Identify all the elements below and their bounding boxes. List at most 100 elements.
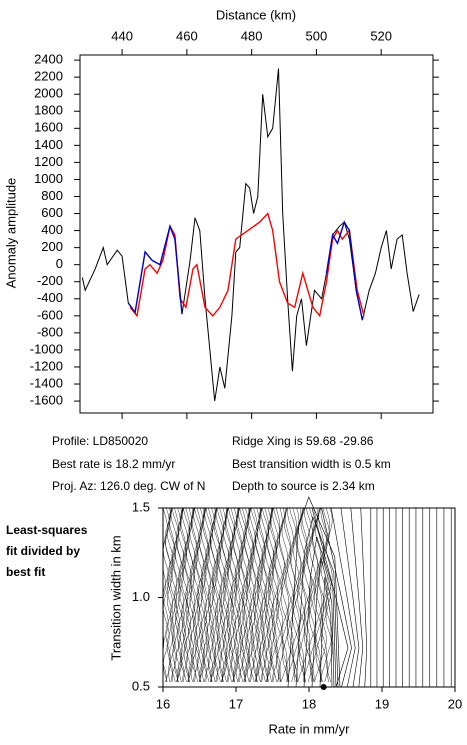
series-line [129,212,365,318]
x-tick-label: 520 [370,28,392,43]
y-tick-label: 2200 [34,69,63,84]
contour [247,507,258,683]
contour [320,507,327,683]
contour [205,507,217,683]
contour [251,507,262,683]
contour [286,507,297,683]
contour [308,507,320,683]
contour [275,507,287,683]
contour [268,507,275,683]
contour [176,507,186,683]
contour [239,507,251,682]
contour [187,507,198,683]
y-tick-label: 1400 [34,137,63,152]
y-tick-label: 1800 [34,103,63,118]
contour [185,507,192,683]
contour [314,507,325,683]
contour [292,507,300,683]
y-tick-label: 1.5 [132,499,150,514]
annotation: Best rate is 18.2 mm/yr [52,457,175,471]
contour [200,507,207,683]
contour [322,507,333,683]
y-tick-label: -1200 [30,358,63,373]
y-tick-label: 2000 [34,86,63,101]
contour [295,507,307,683]
contour [191,507,202,683]
contour [262,507,274,683]
contour [183,507,194,683]
contour [295,515,339,688]
contour [321,507,352,688]
contour [236,507,247,683]
x-axis-title: Rate in mm/yr [269,721,351,736]
y-tick-label: -800 [37,324,63,339]
contour [221,507,231,683]
contour [326,507,333,683]
y-tick-label: -600 [37,307,63,322]
contour [174,507,181,683]
best-fit-point [320,684,327,690]
y-tick-label: 0 [56,256,63,271]
contour [303,507,311,683]
contour [303,536,337,688]
annotation: best fit [6,565,45,579]
contour [266,507,276,683]
contour [279,507,290,683]
contour [269,507,281,683]
y-axis-title: Anomaly amplitude [3,178,18,289]
series-line [81,68,420,402]
contour [255,507,266,683]
contour [292,507,303,683]
y-tick-label: 1600 [34,120,63,135]
contour [258,507,270,683]
contour [217,507,229,682]
contour [253,507,260,683]
y-tick-label: -400 [37,290,63,305]
contour [340,507,360,688]
contour [219,507,226,683]
contour [224,507,236,683]
contour [311,556,335,688]
contour [261,507,273,683]
contour [208,507,215,683]
y-tick-label: 1200 [34,154,63,169]
y-tick-label: 200 [41,239,63,254]
annotation: Profile: LD850020 [52,434,148,448]
contour [319,576,333,688]
contour [350,507,364,688]
annotation: Proj. Az: 126.0 deg. CW of N [52,479,205,493]
y-tick-label: 1000 [34,171,63,186]
x-tick-label: 460 [176,28,198,43]
contour [165,507,175,683]
contour [287,508,294,683]
contour [241,507,249,683]
x-tick-label: 18 [302,696,316,711]
contour [206,507,217,683]
y-tick-label: -1600 [30,393,63,408]
contour [213,507,225,683]
y-tick-label: 400 [41,222,63,237]
contour [281,507,289,683]
contour [256,507,264,683]
y-tick-label: 600 [41,205,63,220]
y-axis-title: Transition width in km [108,535,123,660]
contour [178,507,185,683]
contour [216,507,228,683]
series-line [127,220,364,321]
contour [264,507,271,683]
contour [189,507,196,683]
x-tick-label: 19 [375,696,389,711]
x-tick-label: 480 [241,28,263,43]
contour [276,507,283,683]
x-axis-title: Distance (km) [216,7,296,22]
contour [230,507,237,683]
contour [223,507,230,683]
contour [280,507,291,683]
y-tick-label: 0.5 [132,678,150,693]
contour [360,507,368,688]
contour [228,507,240,683]
contour [269,507,281,683]
contour [209,507,220,683]
x-tick-label: 17 [229,696,243,711]
